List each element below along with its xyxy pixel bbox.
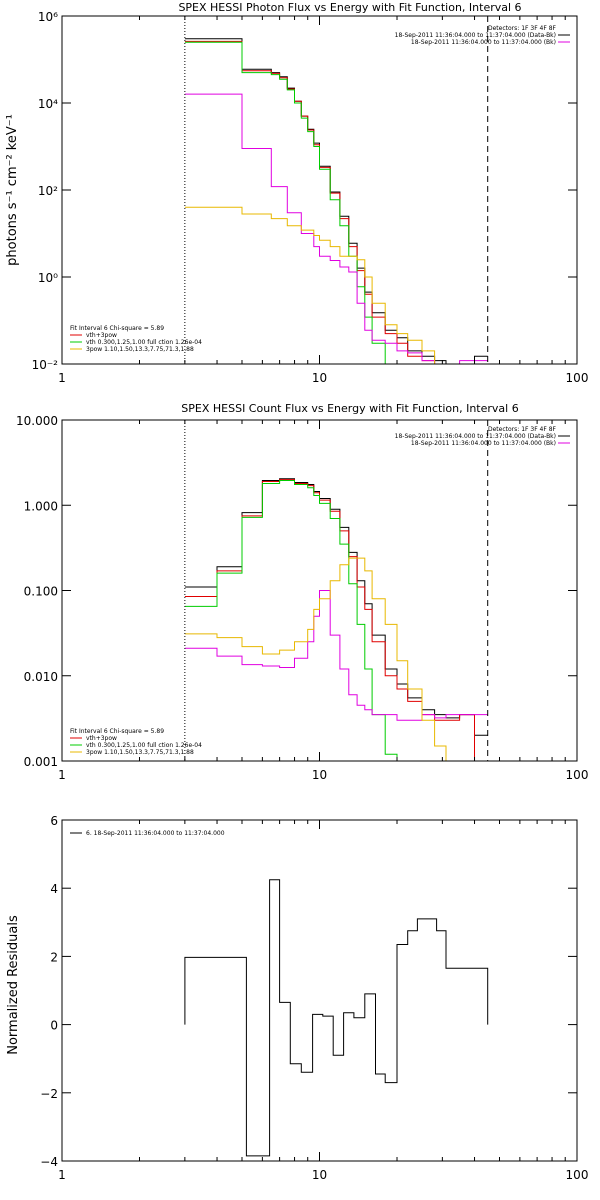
photon-flux-ytick-label: 10⁴ bbox=[38, 97, 58, 111]
residuals-xtick-label: 1 bbox=[58, 1168, 66, 1182]
count-flux-axis-ticks: 1 10 100 0.001 0.010 0.100 1.000 10.000 bbox=[16, 414, 588, 782]
count-flux-legend-vth3pow: vth+3pow bbox=[86, 735, 117, 742]
residuals-ytick-label: 4 bbox=[50, 882, 58, 896]
residuals-ytick-label: −4 bbox=[40, 1155, 58, 1169]
residuals-ytick-label: 2 bbox=[50, 950, 58, 964]
count-flux-ytick-label: 0.100 bbox=[24, 585, 58, 599]
residuals-legend-top-left: 6. 18-Sep-2011 11:36:04.000 to 11:37:04.… bbox=[70, 830, 225, 837]
photon-flux-legend-vth: vth 0.300,1.25,1.00 full ction 1.26e-04 bbox=[86, 339, 202, 346]
count-flux-legend-3pow: 3pow 1.10,1.50,13.3,7.75,71.3,1.88 bbox=[86, 749, 194, 756]
photon-flux-series-data-minus-bk bbox=[184, 38, 488, 365]
count-flux-series-vth bbox=[184, 480, 398, 761]
photon-flux-ytick-label: 10² bbox=[38, 184, 58, 198]
photon-flux-plot-frame bbox=[61, 15, 578, 365]
residuals-plot-frame bbox=[61, 819, 578, 1162]
count-flux-title: SPEX HESSI Count Flux vs Energy with Fit… bbox=[181, 402, 518, 415]
photon-flux-legend-bottom-left: Fit Interval 6 Chi-square = 5.89 vth+3po… bbox=[70, 325, 202, 353]
photon-flux-xtick-label: 100 bbox=[566, 371, 589, 385]
photon-flux-legend-data-bk: 18-Sep-2011 11:36:04.000 to 11:37:04.000… bbox=[395, 32, 556, 39]
residuals-xtick-label: 10 bbox=[312, 1168, 327, 1182]
count-flux-legend-bottom-left: Fit Interval 6 Chi-square = 5.89 vth+3po… bbox=[70, 728, 202, 756]
photon-flux-fit-range-lines bbox=[184, 16, 489, 364]
residuals-panel: Normalized Residuals 1 10 100 −4 −2 0 2 4 6 6. 1… bbox=[6, 814, 588, 1182]
photon-flux-series-vth bbox=[184, 41, 397, 365]
photon-flux-ytick-label: 10⁶ bbox=[38, 10, 58, 24]
photon-flux-legend-detectors: Detectors: 1F 3F 4F 8F bbox=[488, 25, 557, 32]
photon-flux-legend-bk: 18-Sep-2011 11:36:04.000 to 11:37:04.000… bbox=[411, 39, 556, 46]
residuals-series bbox=[184, 879, 489, 1157]
count-flux-series-background bbox=[184, 590, 488, 721]
count-flux-legend-top-right: Detectors: 1F 3F 4F 8F 18-Sep-2011 11:36… bbox=[395, 426, 570, 447]
photon-flux-series-group bbox=[184, 38, 488, 365]
photon-flux-panel: SPEX HESSI Photon Flux vs Energy with Fi… bbox=[5, 1, 588, 385]
photon-flux-ytick-label: 10⁰ bbox=[38, 271, 58, 285]
count-flux-series-data-minus-bk bbox=[184, 478, 488, 736]
photon-flux-legend-header: Fit Interval 6 Chi-square = 5.89 bbox=[70, 325, 164, 332]
count-flux-ytick-label: 1.000 bbox=[24, 499, 58, 513]
count-flux-plot-frame bbox=[61, 419, 578, 762]
photon-flux-series-background bbox=[184, 93, 488, 365]
count-flux-xtick-label: 10 bbox=[312, 768, 327, 782]
photon-flux-ylabel: photons s⁻¹ cm⁻² keV⁻¹ bbox=[5, 114, 20, 266]
photon-flux-xtick-label: 1 bbox=[58, 371, 66, 385]
residuals-legend-label: 6. 18-Sep-2011 11:36:04.000 to 11:37:04.… bbox=[86, 830, 225, 837]
count-flux-legend-detectors: Detectors: 1F 3F 4F 8F bbox=[488, 426, 557, 433]
count-flux-xtick-label: 100 bbox=[566, 768, 589, 782]
count-flux-ytick-label: 10.000 bbox=[16, 414, 58, 428]
residuals-axis-ticks: 1 10 100 −4 −2 0 2 4 6 bbox=[40, 814, 588, 1182]
photon-flux-series-vth-plus-3pow bbox=[184, 40, 460, 365]
count-flux-legend-data-bk: 18-Sep-2011 11:36:04.000 to 11:37:04.000… bbox=[395, 433, 556, 440]
count-flux-ytick-label: 0.001 bbox=[24, 755, 58, 769]
photon-flux-legend-3pow: 3pow 1.10,1.50,13.3,7.75,71.3,1.88 bbox=[86, 346, 194, 353]
count-flux-fit-range-lines bbox=[184, 420, 489, 761]
residuals-ytick-label: 6 bbox=[50, 814, 58, 828]
photon-flux-ytick-label: 10⁻² bbox=[32, 358, 59, 372]
photon-flux-title: SPEX HESSI Photon Flux vs Energy with Fi… bbox=[178, 1, 521, 14]
residuals-ytick-label: −2 bbox=[40, 1087, 58, 1101]
count-flux-series-pow3 bbox=[184, 557, 460, 762]
photon-flux-series-pow3 bbox=[184, 206, 446, 365]
count-flux-xtick-label: 1 bbox=[58, 768, 66, 782]
residuals-ytick-label: 0 bbox=[50, 1019, 58, 1033]
count-flux-legend-bk: 18-Sep-2011 11:36:04.000 to 11:37:04.000… bbox=[411, 440, 556, 447]
residuals-ylabel: Normalized Residuals bbox=[6, 915, 21, 1055]
count-flux-series-group bbox=[184, 478, 488, 762]
residuals-xtick-label: 100 bbox=[566, 1168, 589, 1182]
photon-flux-xtick-label: 10 bbox=[312, 371, 327, 385]
residuals-series-group bbox=[184, 879, 489, 1157]
count-flux-ytick-label: 0.010 bbox=[24, 670, 58, 684]
count-flux-panel: SPEX HESSI Count Flux vs Energy with Fit… bbox=[16, 402, 588, 782]
photon-flux-legend-top-right: Detectors: 1F 3F 4F 8F 18-Sep-2011 11:36… bbox=[395, 25, 570, 46]
count-flux-legend-header: Fit Interval 6 Chi-square = 5.89 bbox=[70, 728, 164, 735]
photon-flux-legend-vth3pow: vth+3pow bbox=[86, 332, 117, 339]
count-flux-legend-vth: vth 0.300,1.25,1.00 full ction 1.26e-04 bbox=[86, 742, 202, 749]
